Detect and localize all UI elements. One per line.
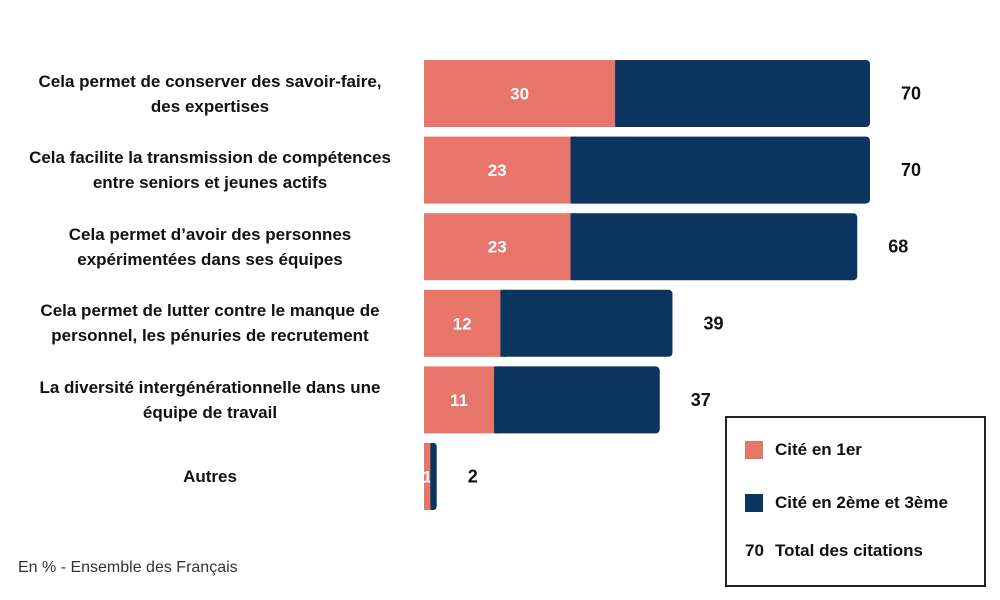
category-label-line: Cela permet d’avoir des personnes [68,224,352,244]
legend-total-number: 70 [745,541,764,560]
bar-total-label: 39 [703,313,723,333]
category-label: Cela permet d’avoir des personnes expérim… [0,213,420,280]
bar-segment-joint [570,213,577,281]
bar-segment-first [424,60,616,127]
bar-segment-first [424,366,495,434]
bar-segment-first [424,213,571,281]
category-label: Cela permet de lutter contre le manque d… [0,290,420,357]
category-label-line: Cela permet de conserver des savoir-fair… [38,71,382,91]
bar-total-label: 37 [691,390,711,410]
legend-label-second: Cité en 2ème et 3ème [775,493,948,512]
legend-item-total: 70 Total des citations [745,541,923,561]
category-label-line: personnel, les pénuries de recrutement [51,326,369,346]
bar-segment-first [424,443,431,510]
bar-segment-joint [500,289,507,357]
bar-total-label: 70 [901,160,921,180]
category-label: Cela permet de conserver des savoir-fair… [0,60,420,127]
bar-segment-first [424,289,501,357]
bar-segment-second [615,60,870,127]
bar-segment-joint [494,366,501,434]
legend: Cité en 1er Cité en 2ème et 3ème 70 Tota… [725,416,986,587]
bar-segment-joint [615,60,622,127]
category-label-line: Cela permet de lutter contre le manque d… [40,301,380,321]
bar-segment-joint [570,136,577,204]
legend-total-label: Total des citations [775,541,923,560]
bar-value-label: 11 [450,391,468,410]
bar-total-label: 68 [888,237,908,257]
bar-value-label: 1 [422,468,431,487]
footnote: En % - Ensemble des Français [18,559,238,576]
legend-item-first: Cité en 1er [745,440,862,460]
category-label-line: entre seniors et jeunes actifs [92,173,328,193]
bar-segment-second [500,289,673,357]
bar-segment-first [424,136,571,204]
bar-segment-second [570,136,870,204]
legend-swatch-first [745,441,763,459]
bar-value-label: 30 [510,85,529,104]
category-label-line: équipe de travail [142,402,278,422]
category-label-line: des expertises [150,96,270,116]
legend-swatch-second [745,494,763,512]
bar-segment-second [494,366,660,434]
category-label: Autres [0,443,420,510]
category-label-line: La diversité intergénérationnelle dans u… [39,377,381,397]
bar-total-label: 70 [901,84,921,104]
bar-value-label: 23 [488,161,507,180]
category-label-line: Autres [183,467,237,486]
category-label-line: Cela facilite la transmission de compéte… [29,148,391,168]
legend-item-second: Cité en 2ème et 3ème [745,493,948,513]
legend-label-first: Cité en 1er [775,440,862,459]
category-label: Cela facilite la transmission de compéte… [0,137,420,204]
bar-value-label: 12 [453,314,472,333]
category-label: La diversité intergénérationnelle dans u… [0,366,420,433]
bar-total-label: 2 [468,467,478,487]
bar-segment-second [570,213,858,281]
bar-value-label: 23 [488,238,507,257]
bar-segment-joint [430,443,434,510]
category-label-line: expérimentées dans ses équipes [77,249,343,269]
